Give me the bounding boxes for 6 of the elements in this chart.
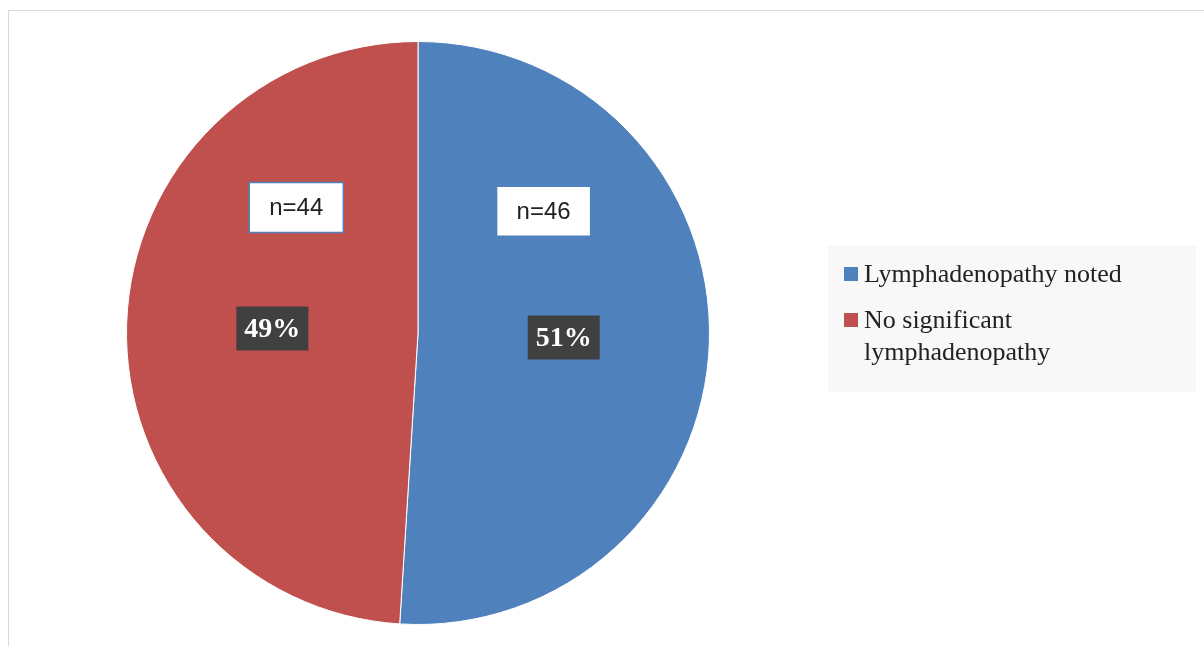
- data-label: 51%: [535, 320, 592, 352]
- data-label: 49%: [244, 311, 301, 343]
- text: n=46: [516, 196, 571, 224]
- legend-label: Lymphadenopathy noted: [864, 258, 1122, 290]
- legend-label: No significant lymphadenopathy: [864, 304, 1052, 368]
- text: n=44: [269, 193, 324, 221]
